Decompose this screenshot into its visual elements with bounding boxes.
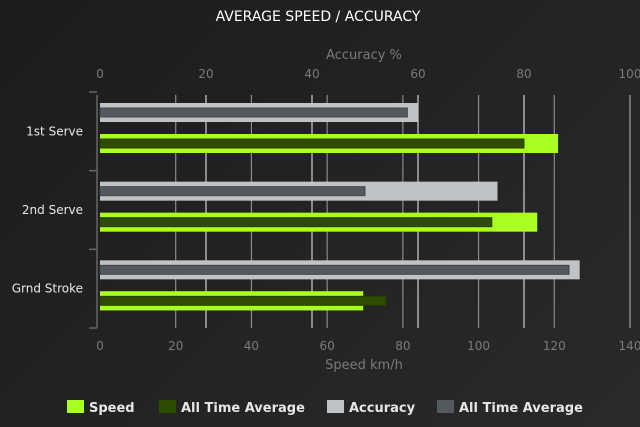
legend-swatch (67, 400, 84, 413)
legend-label: All Time Average (181, 401, 305, 416)
top-axis-label: Accuracy % (326, 48, 402, 63)
speed-average-bar (99, 217, 493, 228)
accuracy-average-bar (99, 107, 408, 118)
legend-label: Accuracy (349, 401, 416, 416)
bottom-tick-label: 0 (96, 339, 104, 353)
bottom-tick-label: 80 (395, 339, 410, 353)
top-tick-label: 60 (410, 67, 425, 81)
bottom-axis-label: Speed km/h (325, 358, 403, 373)
grid-lines (175, 95, 631, 328)
bottom-tick-label: 100 (467, 339, 490, 353)
category-label: Grnd Stroke (12, 282, 83, 296)
bottom-tick-label: 40 (244, 339, 259, 353)
bottom-tick-label: 60 (320, 339, 335, 353)
accuracy-average-bar (99, 264, 570, 275)
axes: 0 20 40 60 80 100 0 20 40 60 80 100 120 140 1st Serve 2… (12, 67, 640, 353)
speed-average-bar (99, 138, 525, 149)
category-label: 2nd Serve (22, 203, 83, 217)
top-tick-label: 0 (96, 67, 104, 81)
chart-title: AVERAGE SPEED / ACCURACY (216, 9, 421, 25)
bars (99, 103, 580, 311)
legend-swatch (437, 400, 454, 413)
legend-label: Speed (89, 401, 135, 416)
bottom-tick-label: 20 (168, 339, 183, 353)
bottom-tick-label: 140 (619, 339, 640, 353)
top-tick-label: 40 (304, 67, 319, 81)
accuracy-average-bar (99, 186, 366, 197)
bottom-tick-label: 120 (543, 339, 566, 353)
category-label: 1st Serve (26, 124, 83, 138)
legend: Speed All Time Average Accuracy All Time Av… (67, 400, 583, 416)
legend-label: All Time Average (459, 401, 583, 416)
speed-average-bar (99, 295, 387, 306)
top-tick-label: 80 (516, 67, 531, 81)
top-tick-label: 100 (619, 67, 640, 81)
legend-swatch (327, 400, 344, 413)
top-tick-label: 20 (198, 67, 213, 81)
legend-swatch (159, 400, 176, 413)
